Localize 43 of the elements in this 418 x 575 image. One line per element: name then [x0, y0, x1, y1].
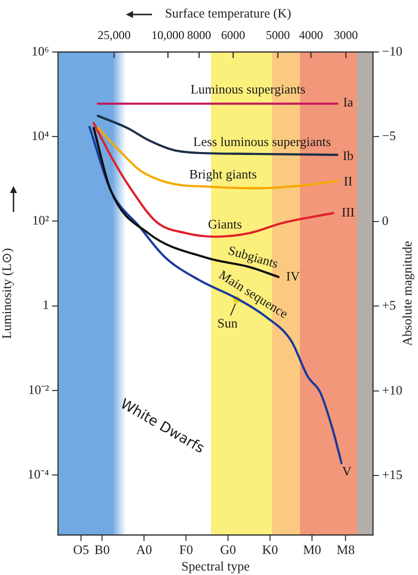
x-tick-label: M0	[303, 542, 322, 558]
line-series	[96, 114, 338, 156]
text: 4000	[298, 28, 323, 42]
y-tick-label: 10²	[32, 212, 50, 228]
x-tick-label: A0	[136, 542, 152, 558]
y-tick-label: 10⁻⁴	[27, 466, 50, 482]
line-series	[92, 122, 334, 238]
y2-axis-title: Absolute magnitude	[399, 240, 414, 346]
annotation: Subgiants	[226, 242, 280, 271]
annotation: Ia	[343, 94, 354, 110]
text: 8000	[187, 28, 212, 42]
x-axis-title: Spectral type	[181, 558, 250, 574]
text: 3000	[334, 28, 358, 42]
x-tick-label: B0	[94, 542, 110, 558]
text: 25,000	[98, 28, 131, 42]
annotation: III	[342, 204, 355, 220]
text: 5000	[266, 28, 290, 42]
annotation: Ib	[342, 148, 354, 164]
annotation: V	[342, 464, 352, 479]
annotation: II	[344, 173, 352, 188]
x-tick-label: G0	[220, 542, 236, 558]
y-tick-label: 10⁶	[31, 43, 49, 58]
y-tick-label: 10⁴	[31, 128, 50, 144]
x-tick-label: M8	[336, 542, 355, 558]
y2-tick-label: +5	[382, 298, 396, 313]
y2-tick-label: 0	[382, 212, 388, 228]
line-series	[96, 126, 338, 190]
y-tick-label: 10⁻²	[28, 382, 50, 397]
y-tick-label: 1	[42, 297, 49, 312]
y2-tick-label: +15	[382, 467, 402, 482]
x2-axis-title: Surface temperature (K)	[164, 5, 292, 20]
annotation: IV	[286, 268, 300, 284]
text: 6000	[221, 28, 246, 42]
y2-tick-label: −10	[382, 43, 402, 58]
x-tick-label: K0	[262, 542, 278, 558]
y2-tick-label: −5	[382, 128, 396, 144]
y2-tick-label: +10	[382, 382, 402, 398]
y-axis-title: Luminosity (L⊙)	[0, 248, 14, 339]
line-series	[88, 126, 343, 464]
text: 10,000	[151, 28, 184, 42]
series-label: Sun	[217, 316, 238, 330]
x-tick-label: O5	[73, 542, 90, 558]
x-tick-label: F0	[179, 542, 193, 558]
